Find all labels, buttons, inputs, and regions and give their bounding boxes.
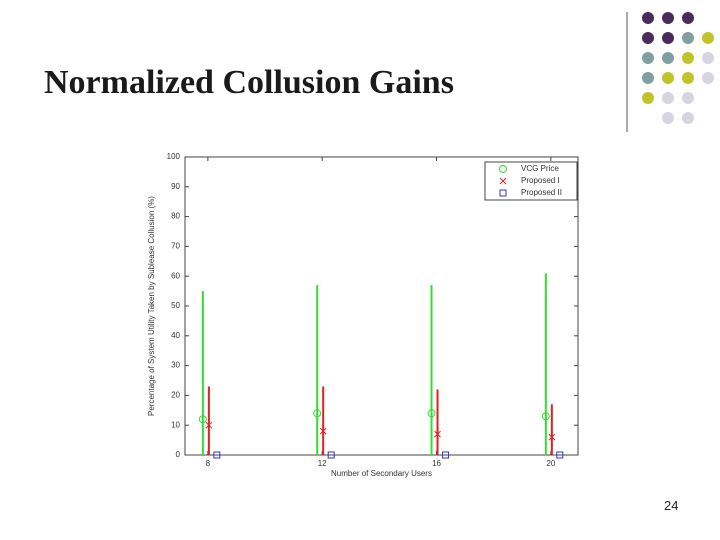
data-point bbox=[548, 433, 556, 441]
slide-title: Normalized Collusion Gains bbox=[44, 64, 454, 101]
y-tick-label: 30 bbox=[171, 361, 180, 370]
plot-frame bbox=[184, 156, 579, 456]
y-tick-label: 20 bbox=[171, 391, 180, 400]
legend-marker bbox=[499, 189, 507, 197]
legend-marker bbox=[499, 177, 507, 185]
data-point bbox=[427, 409, 436, 418]
x-tick-label: 8 bbox=[206, 459, 211, 468]
y-tick-label: 40 bbox=[171, 331, 180, 340]
y-axis-label: Percentage of System Utility Taken by Su… bbox=[147, 196, 156, 416]
y-tick-label: 0 bbox=[176, 450, 181, 459]
page-number: 24 bbox=[664, 498, 679, 513]
decoration bbox=[626, 12, 714, 132]
legend-label: Proposed II bbox=[521, 188, 562, 197]
y-tick-label: 60 bbox=[171, 271, 180, 280]
y-tick-label: 10 bbox=[171, 420, 180, 429]
y-tick-label: 80 bbox=[171, 212, 180, 221]
legend-label: VCG Price bbox=[521, 164, 559, 173]
data-point bbox=[541, 412, 550, 421]
data-point bbox=[434, 430, 441, 438]
x-axis-label: Number of Secondary Users bbox=[331, 469, 432, 478]
x-tick-label: 12 bbox=[318, 459, 327, 468]
y-tick-label: 50 bbox=[171, 301, 180, 310]
y-tick-label: 90 bbox=[171, 182, 180, 191]
y-tick-label: 70 bbox=[171, 242, 180, 251]
x-tick-label: 16 bbox=[432, 459, 441, 468]
y-tick-label: 100 bbox=[167, 152, 181, 161]
data-point bbox=[205, 421, 213, 429]
x-tick-label: 20 bbox=[546, 459, 555, 468]
data-point bbox=[442, 451, 450, 459]
legend-label: Proposed I bbox=[521, 176, 560, 185]
data-point bbox=[327, 451, 335, 459]
data-point bbox=[213, 451, 221, 459]
data-point bbox=[313, 409, 322, 418]
data-point bbox=[556, 451, 564, 459]
data-point bbox=[319, 427, 327, 435]
legend-marker bbox=[499, 165, 507, 173]
data-point bbox=[198, 415, 207, 424]
